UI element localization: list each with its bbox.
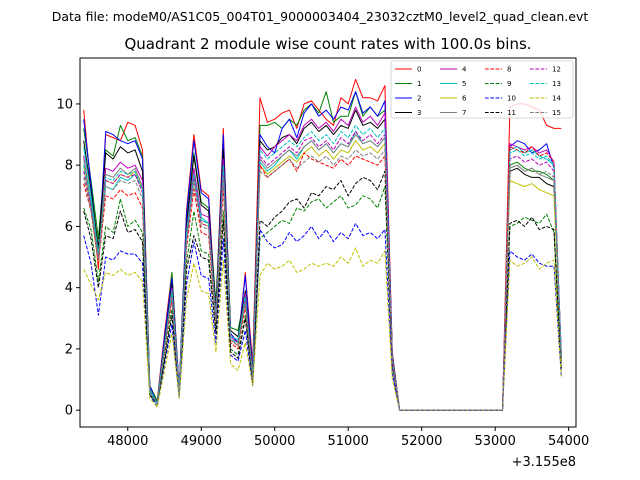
legend-label: 12 bbox=[552, 66, 561, 74]
legend-label: 14 bbox=[552, 95, 561, 103]
legend-label: 11 bbox=[507, 109, 516, 117]
series-line-15 bbox=[83, 149, 562, 411]
legend-box bbox=[390, 60, 574, 119]
series-line-14 bbox=[83, 247, 562, 411]
x-axis: 48000 49000 50000 51000 52000 53000 54000 bbox=[107, 427, 589, 449]
legend-label: 2 bbox=[417, 95, 421, 103]
plot-lines bbox=[83, 78, 562, 411]
series-line-6 bbox=[83, 140, 562, 411]
series-line-13 bbox=[83, 124, 562, 411]
x-tick-label: 52000 bbox=[401, 434, 442, 449]
y-axis: 0 2 4 6 8 10 bbox=[56, 97, 80, 419]
legend-label: 0 bbox=[417, 66, 421, 74]
series-line-11 bbox=[83, 170, 562, 411]
y-tick-label: 8 bbox=[65, 159, 73, 174]
y-tick-label: 0 bbox=[65, 404, 73, 419]
legend-label: 3 bbox=[417, 109, 421, 117]
series-line-8 bbox=[83, 146, 562, 411]
x-offset-label: +3.155e8 bbox=[512, 455, 576, 470]
x-tick-label: 54000 bbox=[548, 434, 589, 449]
x-tick-label: 49000 bbox=[181, 434, 222, 449]
legend-label: 6 bbox=[462, 95, 467, 103]
legend-label: 13 bbox=[552, 80, 561, 88]
legend-label: 9 bbox=[507, 80, 511, 88]
series-line-5 bbox=[83, 131, 562, 411]
plot-frame bbox=[79, 57, 577, 428]
series-line-10 bbox=[83, 222, 562, 411]
x-tick-label: 51000 bbox=[328, 434, 369, 449]
series-line-12 bbox=[83, 131, 562, 411]
x-tick-label: 53000 bbox=[474, 434, 515, 449]
y-tick-label: 4 bbox=[65, 281, 73, 296]
series-line-9 bbox=[83, 186, 562, 411]
legend-label: 15 bbox=[552, 109, 561, 117]
chart-suptitle: Data file: modeM0/AS1C05_004T01_90000034… bbox=[52, 9, 589, 24]
series-line-3 bbox=[83, 109, 562, 411]
series-line-1 bbox=[83, 91, 562, 411]
legend-label: 8 bbox=[507, 66, 511, 74]
y-tick-label: 2 bbox=[65, 342, 73, 357]
legend-label: 5 bbox=[462, 80, 466, 88]
legend-label: 4 bbox=[462, 66, 467, 74]
x-tick-label: 48000 bbox=[107, 434, 148, 449]
series-line-7 bbox=[83, 134, 562, 411]
chart-title: Quadrant 2 module wise count rates with … bbox=[124, 35, 531, 53]
y-tick-label: 10 bbox=[56, 97, 73, 112]
legend-label: 10 bbox=[507, 95, 516, 103]
series-line-2 bbox=[83, 91, 562, 411]
legend-label: 7 bbox=[462, 109, 466, 117]
y-tick-label: 6 bbox=[65, 220, 73, 235]
x-tick-label: 50000 bbox=[254, 434, 295, 449]
legend-label: 1 bbox=[417, 80, 421, 88]
